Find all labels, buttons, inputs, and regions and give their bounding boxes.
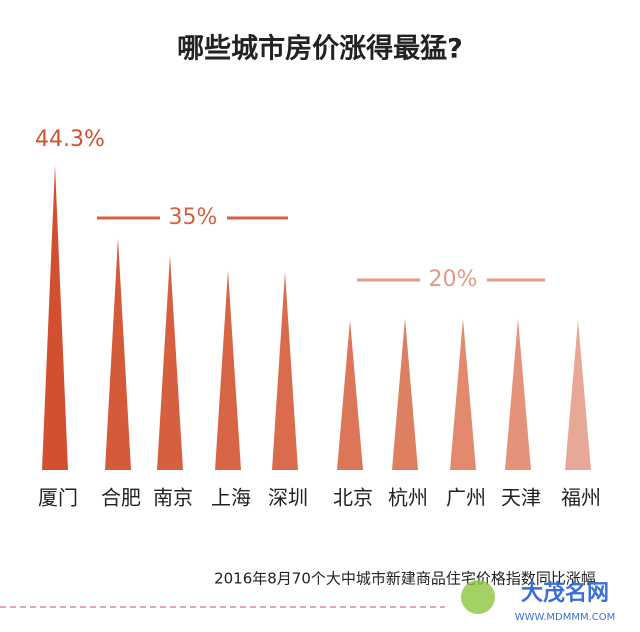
spike-bar [505,318,531,470]
watermark-logo [461,580,495,614]
spike-bar [337,320,363,470]
annotation: 35% [169,205,218,230]
spike-bar [157,255,183,470]
category-label: 上海 [211,486,251,510]
annotation: 20% [429,267,478,292]
category-label: 广州 [446,486,486,510]
category-label: 深圳 [268,486,308,510]
category-label: 福州 [561,486,601,510]
category-label: 天津 [501,486,541,510]
category-label: 南京 [153,486,193,510]
footnote: 2016年8月70个大中城市新建商品住宅价格指数同比涨幅 [214,570,596,588]
chart-title: 哪些城市房价涨得最猛? [177,33,463,65]
spike-bar [565,320,591,470]
spike-bar [392,317,418,470]
spike-bar [105,238,131,470]
category-label: 合肥 [101,486,141,510]
watermark: 大茂名网 [521,580,609,606]
category-label: 杭州 [388,486,428,510]
spike-bar [450,318,476,470]
spike-bar [42,165,68,470]
category-label: 厦门 [38,486,78,510]
category-label: 北京 [333,486,373,510]
spike-bar [272,271,298,470]
value-label: 44.3% [35,127,105,152]
spike-bar [215,270,241,470]
watermark-url: WWW.MDMMM.COM [515,612,616,623]
